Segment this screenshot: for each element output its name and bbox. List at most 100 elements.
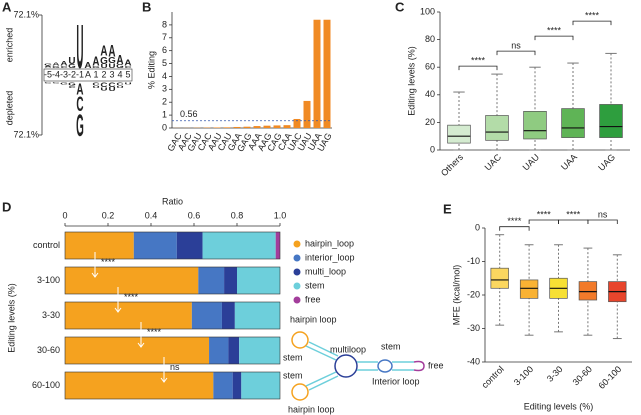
axis-label: Editing levels (%) <box>406 46 416 116</box>
y-tick-label: 100 <box>420 6 435 16</box>
logo-letter: C <box>100 82 107 89</box>
position-label: -3 <box>60 69 68 79</box>
panel-label: D <box>2 199 11 214</box>
bar <box>253 126 261 128</box>
diagram-label: free <box>428 360 444 370</box>
bar-segment <box>239 337 280 364</box>
y-tick-label: 40 <box>425 89 435 99</box>
bar-segment <box>275 232 280 259</box>
axis-label: depleted <box>4 91 14 126</box>
y-tick-label: 6 <box>162 45 167 55</box>
logo-letter: A <box>76 80 84 98</box>
y-tick-label: 2 <box>162 97 167 107</box>
logo-letter: C <box>52 82 59 84</box>
bar-segment <box>65 232 134 259</box>
logo-letter: C <box>76 93 83 116</box>
hairpin-shape <box>291 383 309 401</box>
logo-letter: C <box>108 82 115 89</box>
x-tick-label: 3-30 <box>545 364 565 384</box>
logo-letter: U <box>100 63 108 69</box>
diagram-label: stem <box>283 370 303 380</box>
logo-letter: U <box>68 56 75 67</box>
bar-segment <box>224 267 237 294</box>
logo-letter: A <box>44 65 51 67</box>
bar <box>213 127 221 128</box>
logo-letter: A <box>108 42 115 60</box>
y-tick-label: 3-100 <box>37 275 60 285</box>
y-tick-label: 72.1% <box>13 9 39 19</box>
position-label: 3 <box>109 69 114 79</box>
bar-segment <box>65 302 192 329</box>
box <box>523 111 547 140</box>
logo-letter: U <box>76 14 83 82</box>
legend-label: free <box>305 294 321 304</box>
bar-segment <box>176 232 203 259</box>
axis-label: Editing levels (%) <box>6 283 16 353</box>
logo-letter: A <box>84 61 92 70</box>
y-tick-label: 0 <box>430 144 435 154</box>
position-label: 1 <box>93 69 98 79</box>
significance-label: ns <box>598 209 608 219</box>
significance-bracket <box>587 219 618 224</box>
significance-label: **** <box>147 327 162 337</box>
significance-label: **** <box>566 209 581 219</box>
bar <box>263 125 271 128</box>
logo-letter: C <box>60 65 68 69</box>
y-tick-label: 60-100 <box>32 380 60 390</box>
box <box>578 281 598 301</box>
y-tick-label: 4 <box>162 71 167 81</box>
diagram-label: stem <box>283 352 303 362</box>
diagram-label: Interior loop <box>372 376 420 386</box>
x-tick-label: 0.6 <box>188 210 201 220</box>
position-box <box>43 68 133 82</box>
x-tick-label: 0.8 <box>231 210 244 220</box>
bar-segment <box>209 337 229 364</box>
box <box>599 104 623 138</box>
logo-letter: U <box>108 63 115 70</box>
bar-segment <box>198 267 225 294</box>
panel-label: E <box>443 201 452 216</box>
significance-bracket <box>496 50 536 56</box>
box <box>447 124 471 144</box>
bar <box>223 127 231 128</box>
y-tick-label: -30 <box>467 323 480 333</box>
legend-swatch <box>293 282 301 290</box>
box <box>485 115 509 141</box>
bar <box>243 126 251 128</box>
x-tick-label: UAG <box>596 152 617 173</box>
position-label: -4 <box>52 69 60 79</box>
logo-letter: C <box>92 81 100 86</box>
diagram-label: multiloop <box>330 344 366 354</box>
bar-segment <box>228 337 240 364</box>
box <box>561 108 585 138</box>
bar <box>283 125 291 128</box>
significance-bracket <box>534 35 574 41</box>
logo-letter: U <box>100 86 108 91</box>
significance-bracket <box>458 65 498 71</box>
panel-label: C <box>395 0 405 14</box>
diagram-label: stem <box>381 341 401 351</box>
diagram-label: hairpin loop <box>288 404 335 414</box>
x-tick-label: 3-100 <box>512 364 535 387</box>
y-tick-label: 30-60 <box>37 345 60 355</box>
significance-label: **** <box>471 55 486 65</box>
position-label: -2 <box>68 69 76 79</box>
legend-swatch <box>293 240 301 248</box>
significance-label: **** <box>585 10 600 20</box>
y-tick-label: 0 <box>162 122 167 132</box>
stem-shape <box>305 341 339 391</box>
axis-label: % Editing <box>146 51 156 89</box>
axis-label: enriched <box>4 28 14 63</box>
significance-label: **** <box>101 257 116 267</box>
bar <box>313 19 321 128</box>
bar-segment <box>65 372 214 399</box>
bar-segment <box>241 372 280 399</box>
bar-outline <box>64 336 281 365</box>
logo-letter: C <box>68 85 76 89</box>
x-tick-label: 0 <box>62 210 67 220</box>
position-label: -5 <box>44 69 52 79</box>
axis-label: Ratio <box>162 196 183 206</box>
axis-label: MFE (kcal/mol) <box>451 265 461 326</box>
bar <box>303 100 311 128</box>
